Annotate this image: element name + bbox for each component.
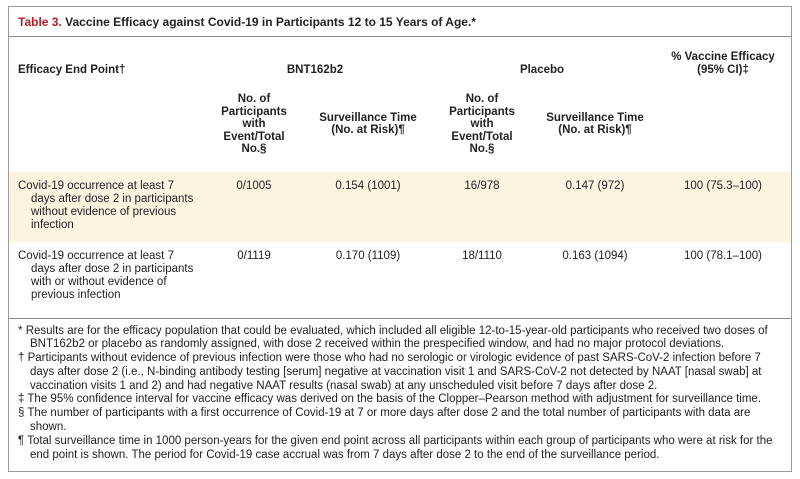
- bnt-surveillance-cell: 0.154 (1001): [335, 179, 401, 192]
- bnt-events-cell: 0/1119: [237, 249, 271, 262]
- footnote-double-dagger: ‡ The 95% confidence interval for vaccin…: [18, 393, 782, 407]
- vaccine-efficacy-cell: 100 (78.1–100): [683, 249, 762, 262]
- placebo-events-cell: 18/1110: [462, 249, 502, 262]
- placebo-surveillance-cell: 0.147 (972): [565, 179, 625, 192]
- footnote-text: The 95% confidence interval for vaccine …: [27, 393, 762, 406]
- footnote-section-mark: § The number of participants with a firs…: [18, 407, 782, 435]
- footnote-marker: *: [18, 324, 23, 337]
- table-3-card: Table 3. Vaccine Efficacy against Covid-…: [8, 6, 792, 473]
- table-number-label: Table 3.: [18, 15, 62, 29]
- group-header-placebo: Placebo: [519, 64, 565, 76]
- footnote-marker: §: [18, 407, 25, 420]
- footnote-text: Results are for the efficacy population …: [25, 324, 768, 351]
- column-header-endpoint: Efficacy End Point†: [18, 64, 126, 76]
- subheader-placebo-surveillance: Surveillance Time (No. at Risk)¶: [546, 111, 644, 137]
- footnote-pilcrow: ¶ Total surveillance time in 1000 person…: [18, 435, 782, 463]
- table-title-text: Vaccine Efficacy against Covid-19 in Par…: [65, 15, 476, 29]
- footnote-text: Total surveillance time in 1000 person-y…: [27, 434, 773, 461]
- subheader-placebo-events: No. of Participants with Event/Total No.…: [449, 93, 515, 155]
- table-title: Table 3. Vaccine Efficacy against Covid-…: [9, 7, 791, 37]
- footnotes-section: * Results are for the efficacy populatio…: [9, 317, 791, 472]
- footnote-marker: ‡: [18, 393, 25, 406]
- footnote-dagger: † Participants without evidence of previ…: [18, 352, 782, 393]
- table-row: Covid-19 occurrence at least 7 days afte…: [9, 171, 791, 242]
- table-row: Covid-19 occurrence at least 7 days afte…: [9, 242, 791, 318]
- footnote-marker: †: [18, 352, 25, 365]
- column-header-vaccine-efficacy: % Vaccine Efficacy (95% CI)‡: [671, 51, 775, 76]
- placebo-events-cell: 16/978: [464, 179, 500, 192]
- subheader-bnt-events: No. of Participants with Event/Total No.…: [221, 93, 287, 155]
- footnote-marker: ¶: [18, 434, 25, 447]
- bnt-surveillance-cell: 0.170 (1109): [335, 249, 401, 262]
- placebo-surveillance-cell: 0.163 (1094): [562, 249, 628, 262]
- endpoint-cell: Covid-19 occurrence at least 7 days afte…: [18, 249, 194, 301]
- bnt-events-cell: 0/1005: [236, 179, 272, 192]
- subheader-bnt-surveillance: Surveillance Time (No. at Risk)¶: [319, 111, 417, 137]
- group-header-bnt162b2: BNT162b2: [286, 64, 344, 76]
- endpoint-cell: Covid-19 occurrence at least 7 days afte…: [18, 179, 194, 231]
- footnote-text: Participants without evidence of previou…: [27, 352, 762, 392]
- table-header: Efficacy End Point† BNT162b2 Placebo % V…: [9, 37, 791, 172]
- footnote-asterisk: * Results are for the efficacy populatio…: [18, 325, 782, 353]
- footnote-text: The number of participants with a first …: [27, 407, 751, 434]
- vaccine-efficacy-cell: 100 (75.3–100): [683, 179, 762, 192]
